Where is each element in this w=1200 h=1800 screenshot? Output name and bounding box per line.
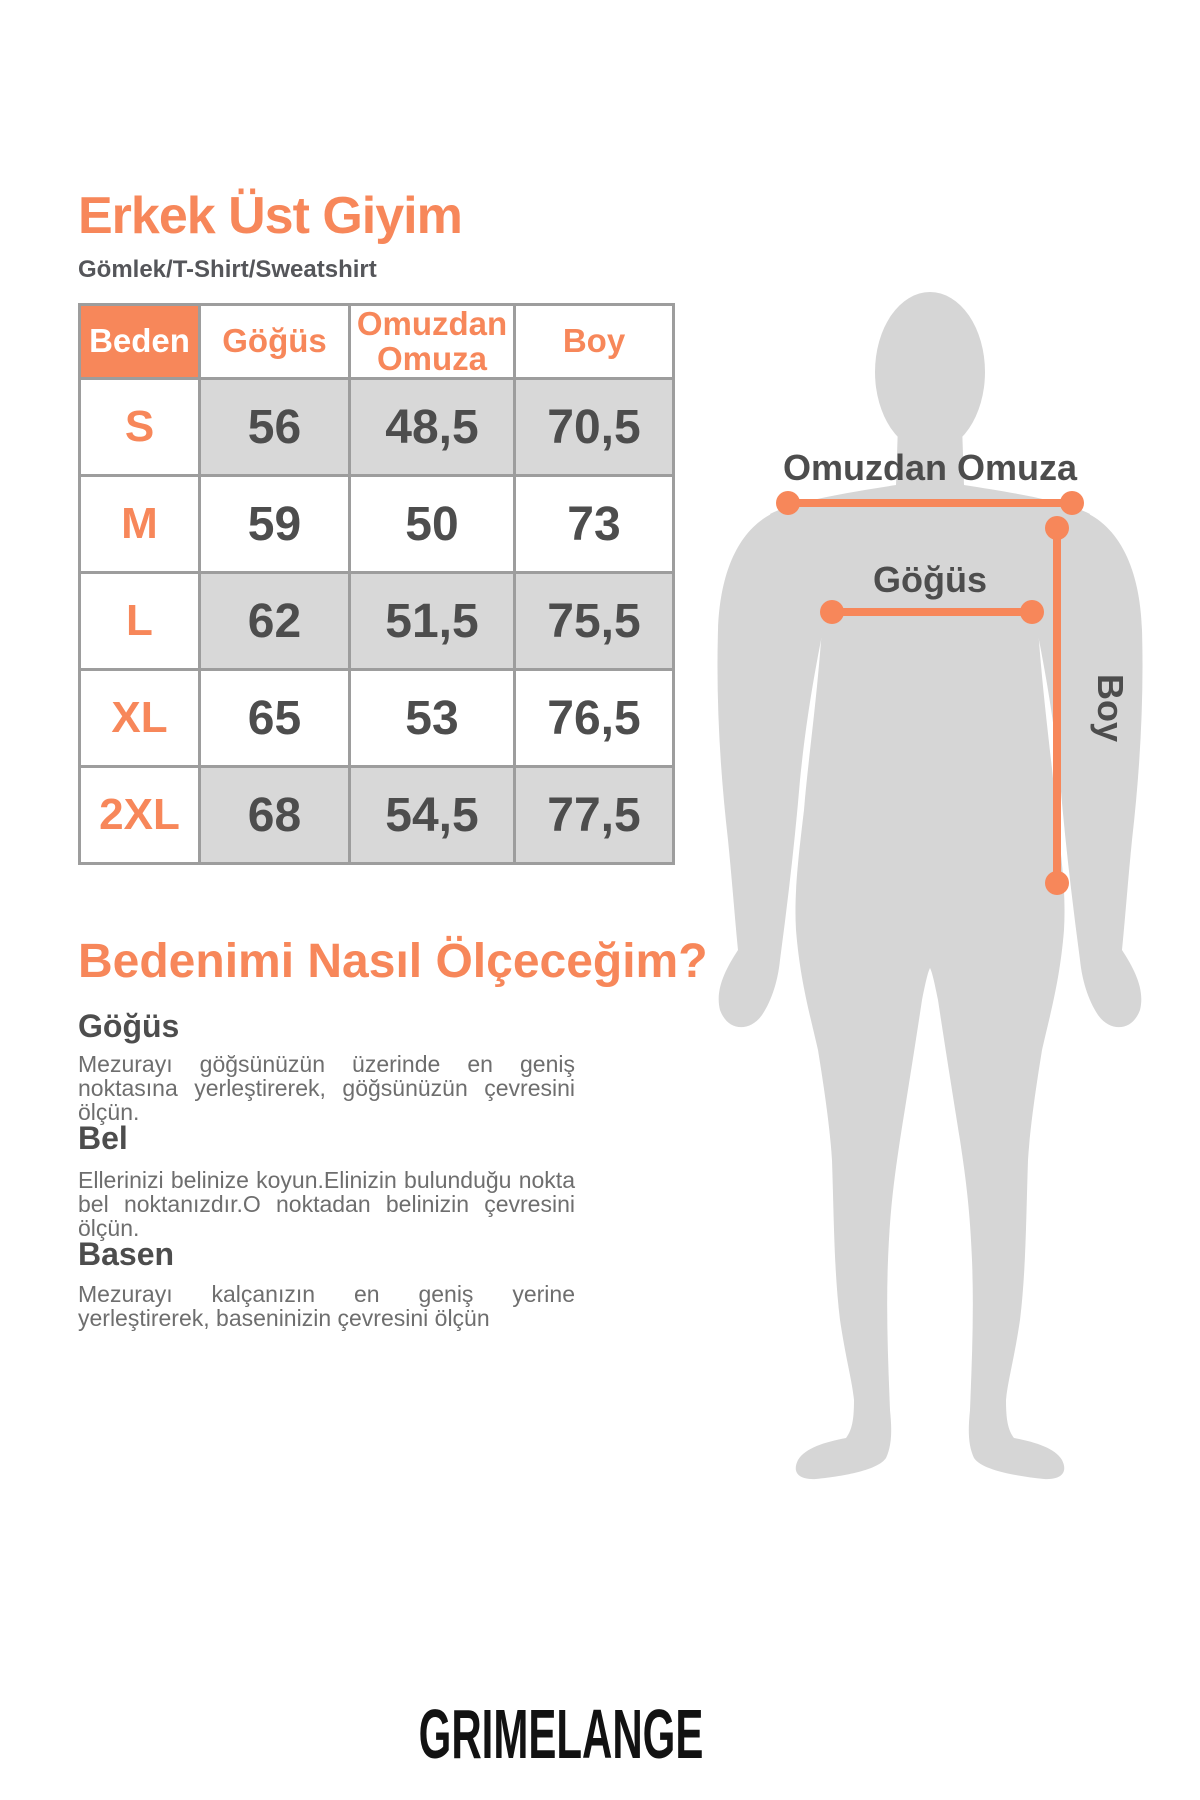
brand-logo: GRIMELANGE [418, 1695, 704, 1773]
table-row-xl: XL 65 53 76,5 [78, 668, 675, 768]
chest-value: 65 [198, 668, 351, 768]
section-title-hip: Basen [78, 1236, 175, 1272]
length-value: 70,5 [513, 377, 675, 477]
size-label: L [78, 571, 201, 671]
size-table: Beden Göğüs Omuzdan Omuza Boy S 56 48,5 … [78, 303, 675, 865]
length-measure-line [1045, 516, 1069, 895]
shoulder-value: 50 [348, 474, 516, 574]
size-label: XL [78, 668, 201, 768]
measurement-lines [776, 491, 1084, 895]
size-label: M [78, 474, 201, 574]
how-to-measure-heading: Bedenimi Nasıl Ölçeceğim? [78, 935, 708, 988]
column-header-gogus: Göğüs [198, 303, 351, 380]
page-subtitle: Gömlek/T-Shirt/Sweatshirt [78, 256, 377, 283]
column-header-beden: Beden [78, 303, 201, 380]
section-title-chest: Göğüs [78, 1008, 180, 1044]
table-row-l: L 62 51,5 75,5 [78, 571, 675, 671]
shoulder-value: 48,5 [348, 377, 516, 477]
column-header-omuzdan-omuza: Omuzdan Omuza [348, 303, 516, 380]
shoulder-measure-line [776, 491, 1084, 515]
length-value: 77,5 [513, 765, 675, 865]
length-value: 73 [513, 474, 675, 574]
shoulder-value: 51,5 [348, 571, 516, 671]
section-text-waist: Ellerinizi belinize koyun.Elinizin bulun… [78, 1167, 575, 1241]
table-row-s: S 56 48,5 70,5 [78, 377, 675, 477]
length-value: 76,5 [513, 668, 675, 768]
page-title: Erkek Üst Giyim [78, 187, 463, 245]
section-title-waist: Bel [78, 1120, 128, 1156]
length-line-label: Boy [1090, 674, 1131, 742]
body-measurement-diagram: Omuzdan Omuza Göğüs Boy [620, 280, 1200, 1480]
size-label: S [78, 377, 201, 477]
size-table-header-row: Beden Göğüs Omuzdan Omuza Boy [78, 303, 675, 380]
column-header-boy: Boy [513, 303, 675, 380]
chest-value: 59 [198, 474, 351, 574]
chest-value: 68 [198, 765, 351, 865]
chest-measure-line [820, 600, 1044, 624]
table-row-2xl: 2XL 68 54,5 77,5 [78, 765, 675, 865]
section-text-chest: Mezurayı göğsünüzün üzerinde en geniş no… [78, 1051, 575, 1125]
shoulder-line-label: Omuzdan Omuza [783, 447, 1078, 488]
chest-value: 62 [198, 571, 351, 671]
length-value: 75,5 [513, 571, 675, 671]
table-row-m: M 59 50 73 [78, 474, 675, 574]
shoulder-value: 54,5 [348, 765, 516, 865]
shoulder-value: 53 [348, 668, 516, 768]
section-text-hip: Mezurayı kalçanızın en geniş yerine yerl… [78, 1281, 575, 1331]
size-label: 2XL [78, 765, 201, 865]
chest-value: 56 [198, 377, 351, 477]
chest-line-label: Göğüs [873, 559, 987, 600]
